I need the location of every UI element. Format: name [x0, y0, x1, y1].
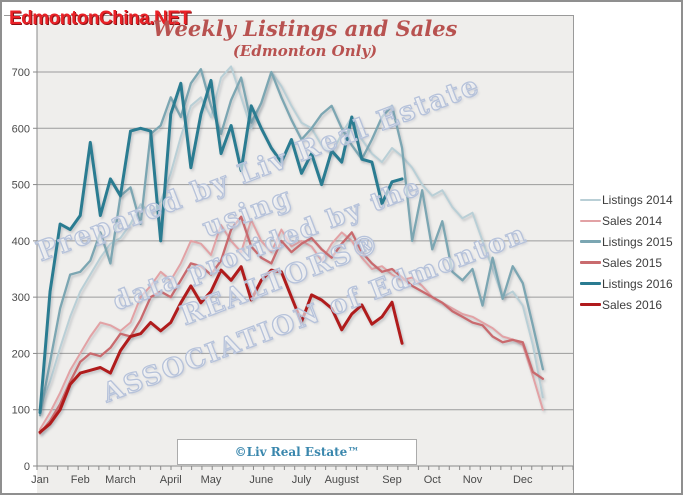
series-line-sales-2016: [38, 265, 404, 434]
y-tick-label: 200: [12, 348, 30, 360]
legend-label: Listings 2015: [602, 234, 673, 249]
series-line-listings-2016: [38, 78, 404, 414]
month-label: Jan: [31, 474, 49, 486]
site-logo[interactable]: EdmontonChina.NET: [9, 8, 191, 29]
legend-item: Listings 2014: [580, 189, 673, 210]
legend-item: Sales 2014: [580, 210, 673, 231]
legend-swatch-sales-2015: [580, 261, 601, 264]
month-label: Sep: [382, 474, 402, 486]
legend-item: Listings 2016: [580, 273, 673, 294]
legend-label: Sales 2015: [602, 255, 663, 270]
legend-item: Listings 2015: [580, 231, 673, 252]
legend-swatch-listings-2014: [580, 198, 601, 201]
month-label: Feb: [71, 474, 90, 486]
legend-label: Sales 2016: [602, 297, 663, 312]
series-line-sales-2015: [38, 215, 545, 435]
legend-label: Sales 2014: [602, 213, 663, 228]
legend-label: Listings 2014: [602, 192, 673, 207]
copyright-text: ©Liv Real Estate™: [234, 445, 360, 459]
y-tick-label: 700: [12, 67, 30, 79]
month-label: June: [249, 474, 273, 486]
month-label: Dec: [513, 474, 533, 486]
series-line-sales-2014: [39, 219, 544, 431]
y-tick-label: 0: [24, 461, 30, 473]
month-label: Nov: [463, 474, 483, 486]
legend-swatch-sales-2014: [580, 219, 601, 222]
month-label: August: [325, 474, 359, 486]
y-tick-label: 500: [12, 180, 30, 192]
plot-area-background: [37, 15, 574, 493]
y-tick-label: 100: [12, 405, 30, 417]
chart-title: Weekly Listings and Sales: [152, 16, 458, 41]
y-tick-label: 600: [12, 123, 30, 135]
month-label: April: [160, 474, 182, 486]
legend-swatch-sales-2016: [580, 303, 601, 306]
legend-item: Sales 2015: [580, 252, 673, 273]
y-tick-label: 300: [12, 292, 30, 304]
legend-swatch-listings-2016: [580, 282, 601, 285]
month-label: July: [292, 474, 312, 486]
month-label: Oct: [424, 474, 441, 486]
legend: Listings 2014 Sales 2014 Listings 2015 Sale…: [580, 189, 673, 315]
copyright-box: ©Liv Real Estate™: [177, 439, 417, 465]
series-line-listings-2014: [39, 65, 544, 408]
y-tick-label: 400: [12, 236, 30, 248]
series-line-listings-2015: [38, 68, 545, 417]
legend-item: Sales 2016: [580, 294, 673, 315]
top-rule-line: [4, 15, 37, 16]
month-label: March: [105, 474, 136, 486]
chart-subtitle: (Edmonton Only): [232, 42, 378, 60]
month-label: May: [201, 474, 222, 486]
legend-label: Listings 2016: [602, 276, 673, 291]
legend-swatch-listings-2015: [580, 240, 601, 243]
